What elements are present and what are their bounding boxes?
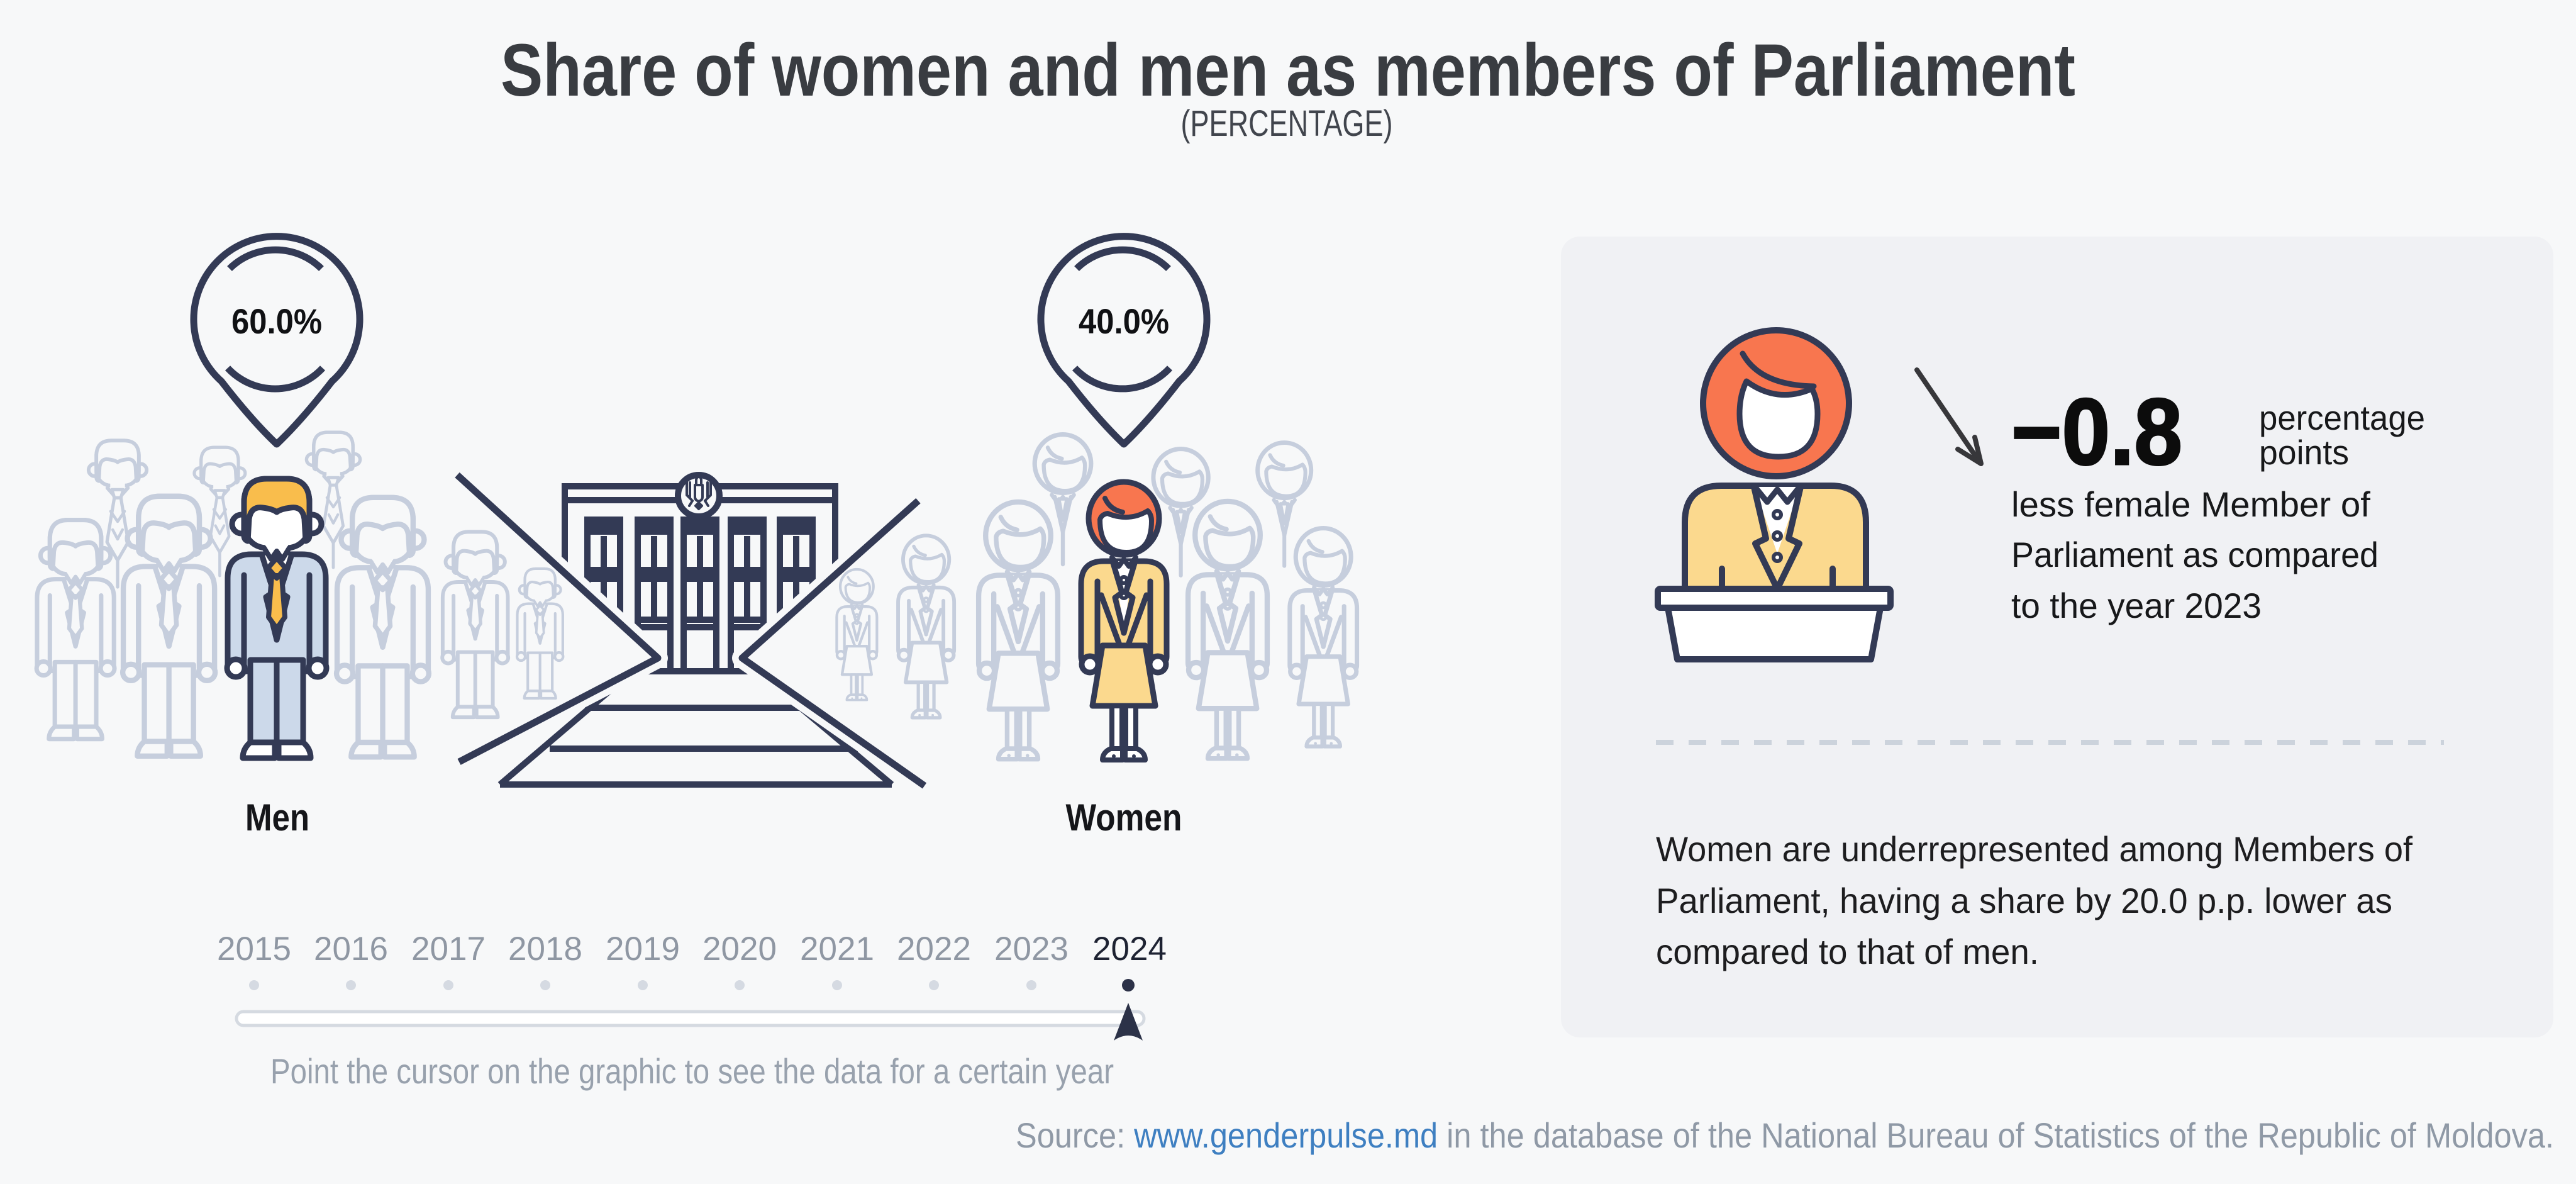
svg-text:40.0%: 40.0% xyxy=(1079,301,1169,341)
svg-text:Women are underrepresented amo: Women are underrepresented among Members… xyxy=(1656,829,2412,869)
svg-text:2019: 2019 xyxy=(606,930,680,968)
svg-text:2018: 2018 xyxy=(508,930,582,968)
svg-text:2020: 2020 xyxy=(702,930,777,968)
svg-text:Men: Men xyxy=(245,796,309,839)
svg-text:Parliament as compared: Parliament as compared xyxy=(2011,535,2379,574)
svg-text:Women: Women xyxy=(1066,796,1182,839)
svg-text:points: points xyxy=(2259,433,2349,472)
svg-text:2021: 2021 xyxy=(800,930,874,968)
svg-text:Parliament, having a share by: Parliament, having a share by 20.0 p.p. … xyxy=(1656,881,2392,920)
svg-text:(PERCENTAGE): (PERCENTAGE) xyxy=(1181,103,1393,144)
svg-text:Source: www.genderpulse.md in: Source: www.genderpulse.md in the databa… xyxy=(1016,1115,2554,1155)
svg-text:2023: 2023 xyxy=(994,930,1069,968)
svg-text:compared to that of men.: compared to that of men. xyxy=(1656,932,2039,971)
svg-text:2022: 2022 xyxy=(897,930,971,968)
svg-text:2016: 2016 xyxy=(314,930,388,968)
svg-text:60.0%: 60.0% xyxy=(231,301,322,341)
svg-text:2017: 2017 xyxy=(411,930,486,968)
svg-text:2015: 2015 xyxy=(217,930,291,968)
svg-text:Point the cursor on the graphi: Point the cursor on the graphic to see t… xyxy=(270,1051,1114,1091)
svg-text:2024: 2024 xyxy=(1092,930,1167,968)
svg-text:to the year 2023: to the year 2023 xyxy=(2011,586,2262,625)
svg-text:percentage: percentage xyxy=(2259,398,2425,437)
svg-text:less female Member of: less female Member of xyxy=(2011,484,2370,524)
svg-text:Share of women and men as memb: Share of women and men as members of Par… xyxy=(501,29,2075,112)
svg-text:−0.8: −0.8 xyxy=(2011,379,2182,484)
